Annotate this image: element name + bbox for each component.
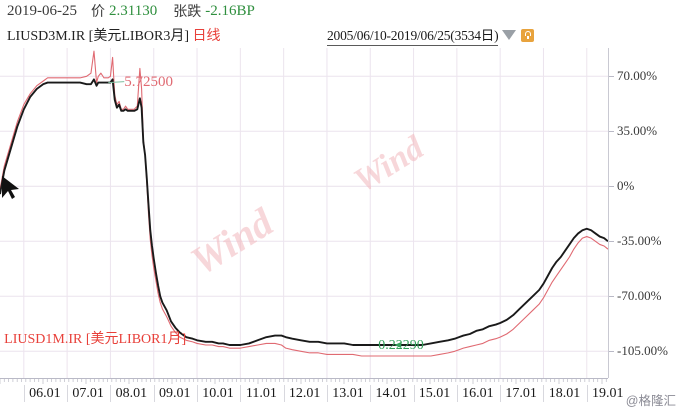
secondary-series-legend: LIUSD1M.IR [美元LIBOR1月] [4,331,187,347]
x-axis-separator [240,385,242,402]
y-axis-label: -35.00% [617,233,662,249]
y-axis-tick-mark [609,296,614,298]
date-range-text[interactable]: 2005/06/10-2019/06/25(3534日) [327,24,499,46]
x-axis-label: 08.01 [115,386,148,401]
y-axis-label: 35.00% [617,123,658,139]
x-axis-label: 15.01 [418,386,451,401]
x-axis-separator [500,385,502,402]
x-axis-separator [110,385,112,402]
x-axis-separator [586,385,588,402]
x-axis-label: 11.01 [245,386,277,401]
x-axis: 06.01 07.01 08.01 09.01 10.01 11.01 12.01 13.01… [0,378,684,417]
x-axis-label: 10.01 [202,386,234,401]
price-value: 2.31130 [109,2,158,19]
x-axis-separator [283,385,285,402]
x-axis-separator [413,385,415,402]
chart-plot-area[interactable]: Wind Wind 5.72500 0.22290 LIUSD1M.IR [美元… [0,48,609,378]
x-axis-label: 13.01 [332,386,364,401]
instrument-code-text: LIUSD3M.IR [美元LIBOR3月] [7,29,189,44]
y-axis-label: -70.00% [617,288,662,304]
x-axis-separator [456,385,458,402]
y-axis-label: -105.00% [617,343,668,359]
x-axis-separator [370,385,372,402]
x-axis-label: 18.01 [548,386,581,401]
peak-value-label: 5.72500 [124,73,173,90]
x-axis-separator [326,385,328,402]
quote-date: 2019-06-25 [7,2,77,19]
instrument-code: LIUSD3M.IR [美元LIBOR3月] 日线 [7,25,221,45]
instrument-header: LIUSD3M.IR [美元LIBOR3月] 日线 2005/06/10-201… [0,22,684,46]
chart-series [0,50,608,357]
x-axis-label: 19.01 [592,386,624,401]
chevron-down-icon[interactable] [502,30,517,40]
y-axis-tick-mark [609,241,614,243]
price-label: 价 [91,5,105,20]
change-label: 张跌 [173,5,202,20]
credit-watermark: @格隆汇 [625,394,676,408]
cursor-marker-icon [2,176,19,199]
x-axis-label: 06.01 [29,386,61,401]
x-axis-ruler [0,379,607,384]
lock-icon[interactable] [521,28,535,42]
x-axis-label: 07.01 [72,386,104,401]
x-axis-label: 09.01 [158,386,191,401]
change-value: -2.16BP [205,2,255,19]
x-axis-line [0,378,608,379]
x-axis-label: 17.01 [505,386,537,401]
trough-value-label: 0.22290 [378,338,424,353]
y-axis-label: 0% [617,178,635,194]
period-label: 日线 [192,29,221,44]
x-axis-label: 12.01 [288,386,321,401]
y-axis-tick-mark [609,186,614,188]
x-axis-separator [23,385,25,402]
y-axis: 70.00% 35.00% 0% -35.00% -70.00% -105.00% [609,48,684,378]
y-axis-tick-mark [609,131,614,133]
y-axis-tick-mark [609,76,614,78]
x-axis-label: 14.01 [375,386,408,401]
x-axis-separator [543,385,545,402]
x-axis-label: 16.01 [462,386,494,401]
x-axis-separator [153,385,155,402]
date-range-selector[interactable]: 2005/06/10-2019/06/25(3534日) [327,24,535,46]
y-axis-tick-mark [609,351,614,353]
x-axis-separator [67,385,69,402]
x-axis-separator [197,385,199,402]
y-axis-label: 70.00% [617,68,658,84]
quote-header: 2019-06-25 价 2.31130 张跌 -2.16BP [0,0,684,22]
